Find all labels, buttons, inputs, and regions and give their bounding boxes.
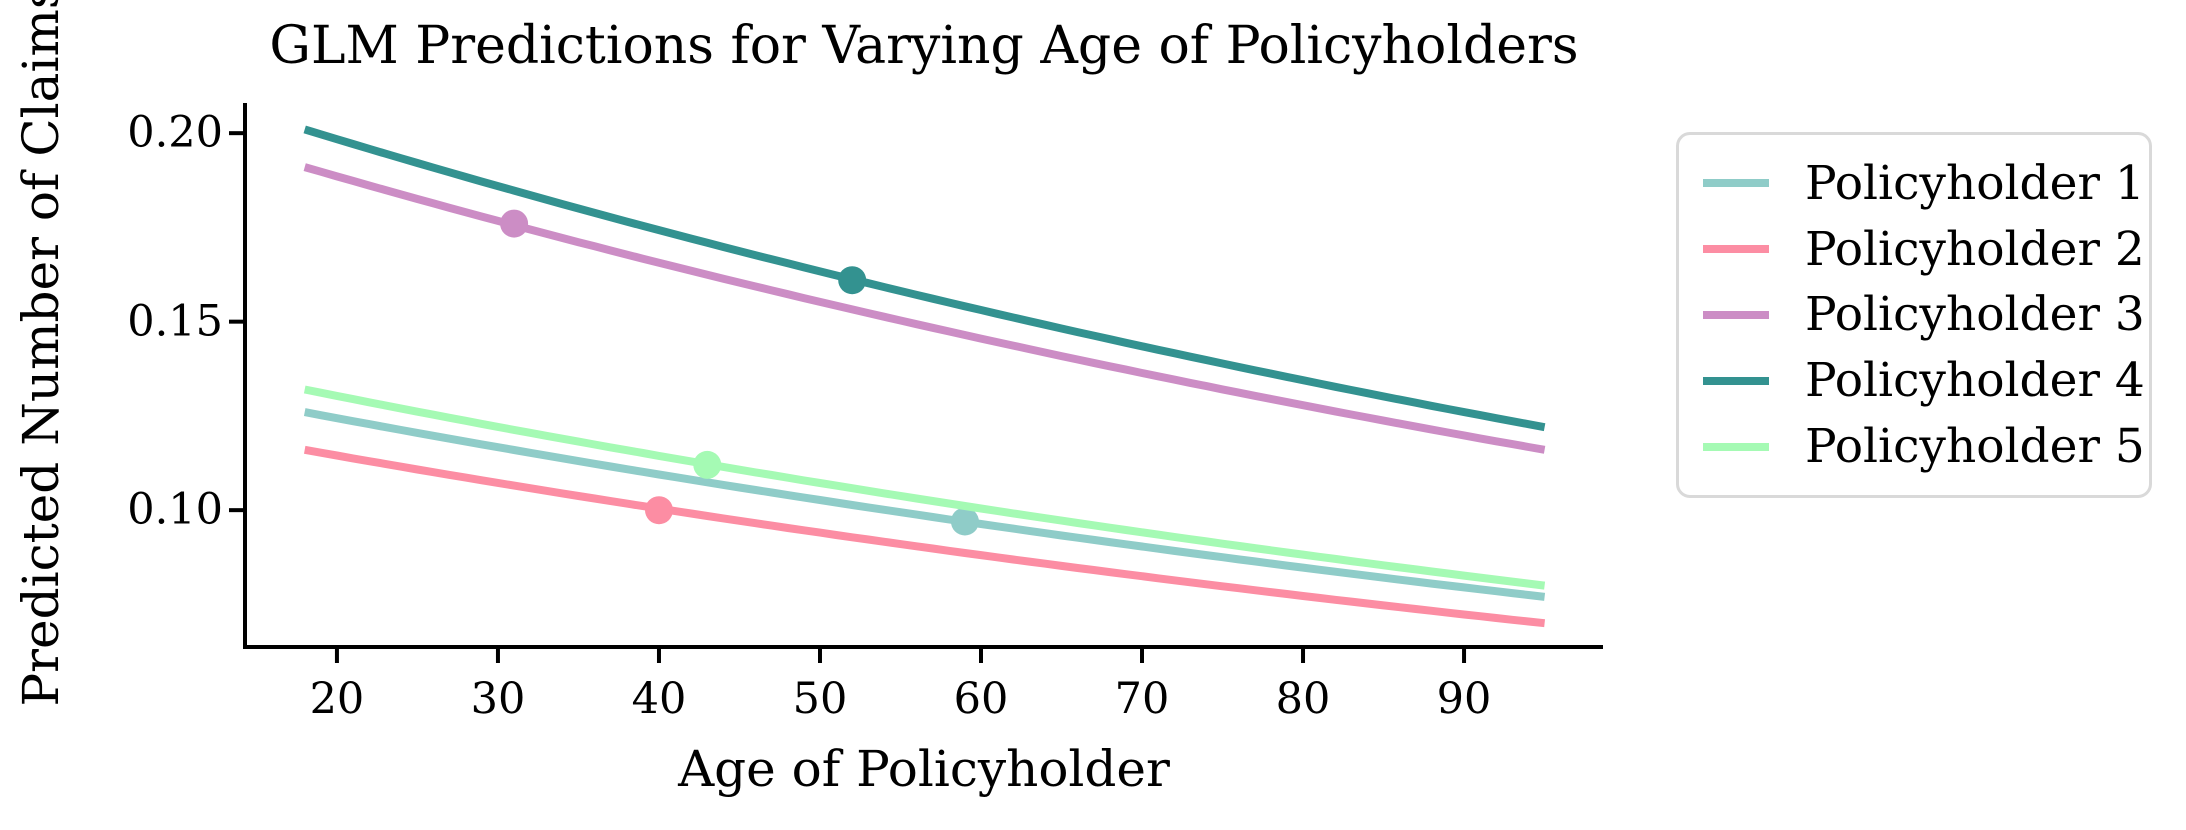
- x-tick-label: 60: [953, 674, 1009, 724]
- x-tick-label: 90: [1436, 674, 1492, 724]
- legend-swatch-icon: [1703, 376, 1769, 385]
- legend-item-1: Policyholder 1: [1703, 160, 2149, 207]
- chart-title: GLM Predictions for Varying Age of Polic…: [269, 16, 1579, 76]
- series-marker-5: [693, 450, 722, 479]
- legend-label: Policyholder 5: [1805, 419, 2145, 475]
- y-tick-label: 0.10: [127, 484, 223, 535]
- x-tick-label: 40: [631, 674, 687, 724]
- series-marker-4: [838, 266, 867, 295]
- series-line-1: [303, 408, 1546, 601]
- legend-swatch-icon: [1703, 179, 1769, 188]
- legend-swatch-icon: [1703, 245, 1769, 254]
- legend-label: Policyholder 2: [1805, 221, 2145, 277]
- series-marker-1: [950, 507, 979, 536]
- series-line-4: [303, 125, 1546, 432]
- series-line-5: [303, 385, 1546, 590]
- x-tick-label: 70: [1114, 674, 1170, 724]
- legend-label: Policyholder 1: [1805, 155, 2145, 211]
- axis-spines: [243, 103, 1603, 649]
- x-tick-label: 30: [470, 674, 526, 724]
- x-tick-label: 80: [1275, 674, 1331, 724]
- series-line-3: [303, 163, 1546, 454]
- y-tick-label: 0.15: [127, 296, 223, 347]
- x-tick-label: 20: [309, 674, 365, 724]
- series-marker-3: [500, 209, 529, 238]
- series-marker-2: [645, 496, 673, 525]
- legend-label: Policyholder 3: [1805, 287, 2145, 343]
- legend-swatch-icon: [1703, 442, 1769, 451]
- legend-item-3: Policyholder 3: [1703, 291, 2149, 338]
- legend-label: Policyholder 4: [1805, 353, 2145, 409]
- legend-item-2: Policyholder 2: [1703, 226, 2149, 273]
- tick-marks: [229, 131, 1467, 663]
- x-axis-label: Age of Policyholder: [678, 740, 1170, 798]
- legend-item-4: Policyholder 4: [1703, 357, 2149, 404]
- series-line-2: [303, 445, 1546, 628]
- y-axis-label-text: Predicted Number of Claims: [12, 0, 70, 707]
- legend: Policyholder 1 Policyholder 2 Policyholder…: [1676, 132, 2152, 498]
- x-tick-label: 50: [792, 674, 848, 724]
- y-tick-label: 0.20: [127, 107, 223, 158]
- legend-item-5: Policyholder 5: [1703, 423, 2149, 470]
- legend-swatch-icon: [1703, 310, 1769, 319]
